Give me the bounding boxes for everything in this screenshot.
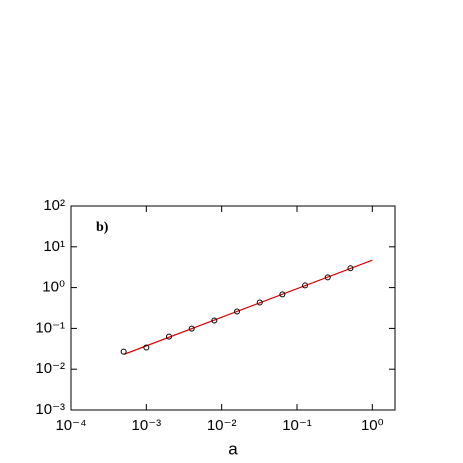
panel-label: b)	[96, 220, 109, 235]
y-tick-label: 10⁰	[42, 279, 65, 296]
x-tick-label: 10⁻³	[132, 417, 162, 434]
x-tick-label: 10⁻¹	[282, 417, 312, 434]
data-point	[234, 308, 241, 315]
x-tick-label: 10⁻⁴	[55, 417, 86, 434]
fit-line	[123, 259, 373, 356]
data-point	[188, 325, 195, 332]
y-tick-label: 10⁻²	[35, 360, 65, 377]
data-point	[166, 333, 173, 340]
x-axis-label: a	[228, 439, 238, 458]
x-tick-label: 10⁻²	[207, 417, 237, 434]
plot-frame	[70, 205, 396, 411]
data-point	[279, 291, 286, 298]
data-point	[347, 265, 354, 272]
x-tick-label: 10⁰	[361, 417, 384, 434]
data-point	[120, 348, 127, 355]
data-point	[211, 317, 218, 324]
data-point	[324, 274, 331, 281]
y-tick-label: 10²	[43, 197, 65, 214]
data-point	[256, 299, 263, 306]
y-tick-label: 10⁻¹	[35, 319, 65, 336]
data-point	[302, 282, 309, 289]
data-point	[143, 344, 150, 351]
y-tick-label: 10⁻³	[35, 401, 65, 418]
y-tick-label: 10¹	[43, 238, 65, 255]
